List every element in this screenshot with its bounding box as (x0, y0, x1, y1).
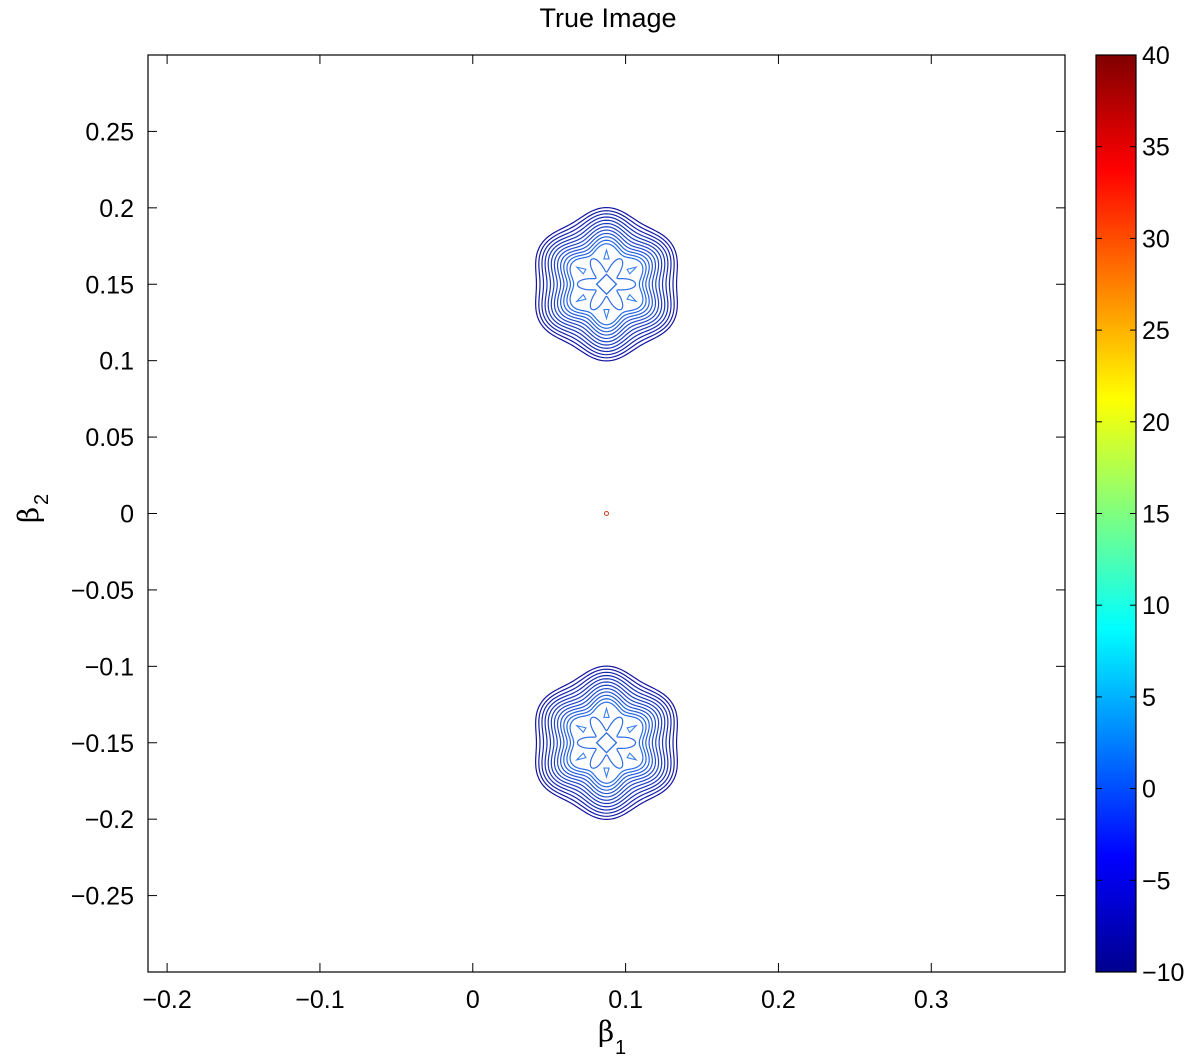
y-axis-label-subscript: 2 (31, 494, 53, 505)
contour-satellite-peak (575, 266, 587, 275)
contour-level (550, 681, 663, 805)
y-axis-ticks: 0.25 0.2 0.15 0.1 0.05 0 −0.05 −0.1 −0.15 −0.2 −0.… (71, 118, 1065, 911)
contour-level (550, 222, 663, 346)
x-tick-label: −0.1 (295, 986, 344, 1014)
contour-level (556, 687, 657, 798)
contour-level (569, 243, 644, 326)
contour-level (556, 229, 657, 340)
colorbar-ticks: 40 35 30 25 20 15 10 5 0 −5 −10 (1096, 42, 1184, 987)
contour-lines (535, 206, 678, 821)
y-axis-label-symbol: β (12, 507, 45, 523)
contour-level (566, 698, 647, 788)
y-tick-label: 0.1 (99, 348, 134, 376)
x-axis-label-symbol: β (598, 1015, 614, 1048)
contour-satellite-peak (603, 247, 610, 260)
y-tick-label: 0 (120, 501, 134, 529)
contour-center-peak (595, 731, 618, 754)
y-tick-label: 0.2 (99, 195, 134, 223)
x-tick-label: 0.2 (761, 986, 796, 1014)
y-axis-label: β 2 (12, 494, 53, 523)
contour-satellite-peak (575, 752, 587, 761)
colorbar-tick-label: 5 (1142, 684, 1156, 712)
x-tick-label: 0.3 (914, 986, 949, 1014)
contour-level (563, 694, 650, 791)
contour-satellite-peak (626, 752, 638, 761)
contour-satellite-peak (575, 724, 587, 734)
contour-satellite-peak (626, 266, 638, 275)
contour-level (547, 678, 666, 808)
colorbar-tick-label: 40 (1142, 42, 1170, 70)
contour-level (544, 674, 669, 811)
contour-inner-star (576, 258, 637, 311)
contour-satellite-peak (626, 724, 638, 734)
plot-background (147, 54, 1066, 973)
contour-level (563, 236, 650, 333)
contour-level (541, 213, 672, 356)
colorbar-tick-label: 15 (1142, 501, 1170, 529)
y-tick-label: 0.05 (85, 424, 134, 452)
contour-level (569, 701, 644, 784)
colorbar: 40 35 30 25 20 15 10 5 0 −5 −10 (1095, 42, 1184, 987)
contour-satellite-peak (603, 706, 610, 719)
y-tick-label: 0.25 (85, 118, 134, 146)
y-tick-label: −0.1 (85, 653, 134, 681)
chart-title: True Image (539, 3, 676, 33)
contour-inner-star (576, 716, 637, 769)
center-spot (604, 511, 609, 516)
colorbar-tick-label: 35 (1142, 134, 1170, 162)
y-tick-label: −0.05 (71, 577, 134, 605)
x-axis-label: β 1 (598, 1015, 626, 1059)
y-tick-label: 0.15 (85, 271, 134, 299)
contour-satellite-peak (626, 293, 638, 303)
contour-level (535, 206, 678, 362)
contour-level (535, 665, 678, 821)
contour-level (566, 239, 647, 329)
colorbar-tick-label: 0 (1142, 776, 1156, 804)
colorbar-tick-label: 30 (1142, 225, 1170, 253)
contour-level (553, 226, 660, 343)
contour-satellite-peak (575, 293, 587, 303)
contour-level (560, 232, 653, 336)
x-axis-label-subscript: 1 (615, 1037, 626, 1059)
contour-level (544, 216, 669, 353)
x-tick-label: 0 (466, 986, 480, 1014)
x-axis-ticks: −0.2 −0.1 0 0.1 0.2 0.3 (142, 55, 949, 1014)
colorbar-tick-label: −10 (1142, 959, 1184, 987)
contour-satellite-peak (603, 308, 610, 321)
contour-level (538, 668, 675, 817)
contour-level (538, 210, 675, 359)
plot-area: −0.2 −0.1 0 0.1 0.2 0.3 0.250.20.150.10.050−0… (71, 54, 1066, 1014)
x-tick-label: 0.1 (608, 986, 643, 1014)
y-tick-label: −0.2 (85, 806, 134, 834)
colorbar-tick-label: 25 (1142, 317, 1170, 345)
contour-level (560, 691, 653, 795)
contour-center-peak (595, 273, 618, 296)
colorbar-tick-label: 10 (1142, 592, 1170, 620)
y-tick-label: −0.25 (71, 883, 134, 911)
colorbar-tick-label: −5 (1142, 867, 1171, 895)
contour-level (541, 671, 672, 814)
y-tick-label: −0.15 (71, 730, 134, 758)
colorbar-tick-label: 20 (1142, 409, 1170, 437)
contour-satellite-peak (603, 767, 610, 780)
contour-level (553, 684, 660, 801)
contour-level (547, 219, 666, 349)
x-tick-label: −0.2 (142, 986, 191, 1014)
